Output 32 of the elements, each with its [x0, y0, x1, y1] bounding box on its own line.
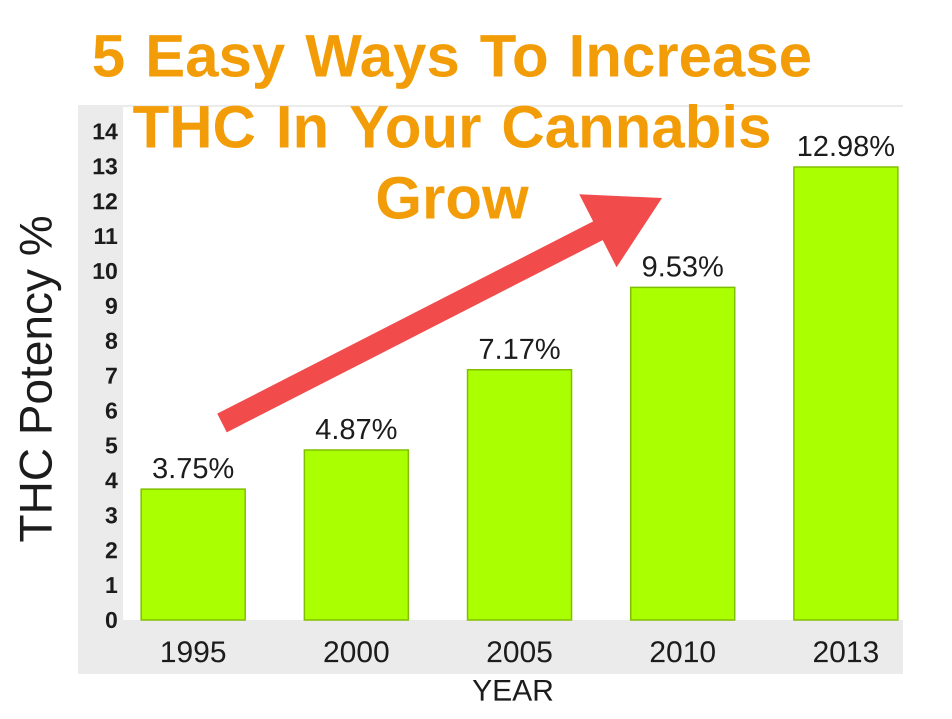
y-tick-label: 14 [94, 124, 118, 140]
bar [140, 488, 246, 621]
bar [793, 166, 899, 621]
y-tick-label: 2 [106, 542, 117, 558]
data-label: 9.53% [642, 256, 723, 277]
y-tick-label: 4 [105, 472, 118, 488]
bar [630, 286, 736, 621]
data-label: 4.87% [316, 418, 396, 440]
y-tick-label: 1 [106, 577, 118, 593]
data-label: 7.17% [480, 338, 560, 360]
data-label: 3.75% [153, 458, 234, 478]
y-tick-label: 9 [106, 298, 117, 314]
y-tick-label: 3 [106, 507, 117, 524]
x-tick-label: 2005 [488, 641, 552, 662]
x-axis-title: YEAR [472, 680, 552, 701]
y-tick-label: 5 [106, 437, 118, 454]
bar [304, 449, 410, 621]
y-tick-label: 8 [106, 332, 118, 349]
y-tick-label: 0 [106, 612, 117, 628]
y-tick-label: 11 [94, 228, 118, 244]
y-tick-label: 7 [106, 368, 117, 384]
y-axis-title: THC Potency % [19, 216, 62, 542]
y-tick-label: 12 [94, 193, 117, 210]
x-tick-label: 2010 [650, 641, 715, 662]
data-label: 12.98% [798, 136, 894, 156]
y-tick-label: 10 [94, 262, 117, 280]
x-tick-label: 1995 [162, 641, 226, 662]
y-tick-label: 13 [94, 158, 117, 174]
y-tick-label: 6 [106, 402, 117, 419]
x-tick-label: 2013 [814, 641, 878, 662]
bar [466, 369, 572, 621]
x-tick-label: 2000 [324, 641, 389, 662]
